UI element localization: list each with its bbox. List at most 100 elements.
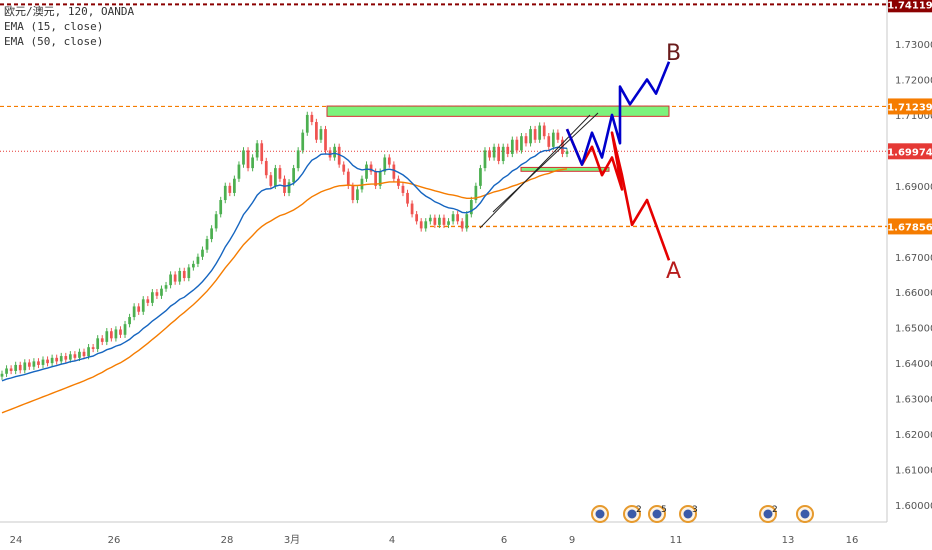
candle-body [433, 217, 437, 225]
event-marker-flag-icon [595, 509, 605, 519]
candle-body [451, 214, 455, 222]
candle [424, 218, 428, 232]
candle [192, 260, 195, 271]
candle [14, 361, 18, 375]
candle-body [260, 143, 264, 162]
candle-body [278, 168, 282, 179]
candle-body [547, 136, 551, 147]
candle [23, 359, 27, 374]
candle-body [59, 356, 63, 362]
candle [542, 122, 546, 140]
event-marker[interactable]: 2 [759, 505, 778, 523]
candle [150, 289, 154, 307]
candle-body [319, 129, 323, 140]
candle [415, 211, 419, 225]
candle [406, 189, 409, 207]
candle [223, 182, 227, 204]
candle [210, 225, 213, 243]
event-marker[interactable]: 3 [679, 505, 698, 523]
event-marker[interactable]: 5 [648, 505, 667, 523]
candle-body [64, 356, 68, 360]
candle-body [169, 274, 172, 286]
candle [5, 365, 8, 377]
candle [460, 218, 464, 232]
candle-body [219, 200, 223, 215]
ema-15-line [1, 146, 568, 382]
candle [438, 214, 441, 229]
y-tick-label: 1.66000 [895, 288, 932, 299]
trendline-upper [492, 112, 599, 213]
candle-body [333, 146, 336, 158]
y-tick-label: 1.65000 [895, 324, 932, 335]
event-marker[interactable] [591, 505, 609, 523]
candle [128, 313, 131, 328]
candle-body [173, 274, 177, 282]
candle-body [100, 338, 104, 342]
candle-body [488, 150, 491, 158]
candle [492, 143, 496, 161]
candle [260, 140, 264, 165]
candle [242, 147, 245, 168]
candle [264, 157, 268, 179]
candle-body [510, 139, 514, 154]
candle-body [223, 185, 227, 201]
x-tick-label: 28 [221, 535, 234, 546]
candle-body [378, 171, 382, 186]
price-label: 1.67856 [887, 218, 932, 235]
candle-body [237, 164, 241, 179]
x-tick-label: 6 [501, 535, 507, 546]
candle-body [46, 359, 49, 364]
candle [82, 348, 86, 360]
candle-body [315, 122, 318, 140]
candle [219, 196, 223, 218]
candle [305, 111, 309, 136]
candle-body [479, 168, 482, 186]
candle-body [538, 125, 542, 140]
candle-body [351, 185, 355, 201]
candle-body [287, 182, 291, 193]
ema-50-line [1, 168, 568, 414]
x-tick-label: 24 [10, 535, 23, 546]
candle [228, 182, 232, 197]
candle-body [369, 164, 373, 172]
candle-body [460, 221, 464, 229]
candle [246, 147, 250, 172]
trendline-lower [479, 114, 591, 229]
candle-body [141, 299, 145, 312]
candle [91, 344, 95, 353]
candle [451, 211, 455, 225]
candle-body [87, 347, 90, 357]
candle-body [492, 146, 496, 158]
candle-body [346, 171, 350, 186]
candle [59, 352, 63, 365]
candle-body [415, 214, 419, 222]
candle [319, 125, 323, 143]
candle [479, 164, 482, 190]
candle-body [18, 364, 22, 371]
candle-body [201, 249, 204, 257]
event-marker-count: 5 [661, 505, 667, 515]
x-tick-label: 16 [846, 535, 859, 546]
candle-body [424, 221, 428, 229]
scenario-a-label: A [666, 259, 681, 284]
candle [365, 161, 368, 182]
candle-body [155, 292, 159, 296]
candle-body [410, 203, 414, 215]
price-label-box [888, 218, 932, 235]
symbol-label: 欧元/澳元, 120, OANDA [4, 5, 135, 18]
event-marker[interactable]: 2 [623, 505, 642, 523]
candle [278, 164, 282, 182]
candle-body [210, 228, 213, 240]
candle-body [160, 288, 163, 296]
candle-body [324, 129, 327, 151]
candle [137, 303, 141, 315]
candle-body [401, 185, 405, 193]
candle-body [114, 329, 118, 339]
event-marker[interactable] [796, 505, 814, 523]
scenario-b-path [565, 61, 671, 166]
candle [520, 133, 523, 154]
candle [296, 147, 300, 172]
candle [41, 356, 45, 369]
candle-body [196, 256, 200, 264]
